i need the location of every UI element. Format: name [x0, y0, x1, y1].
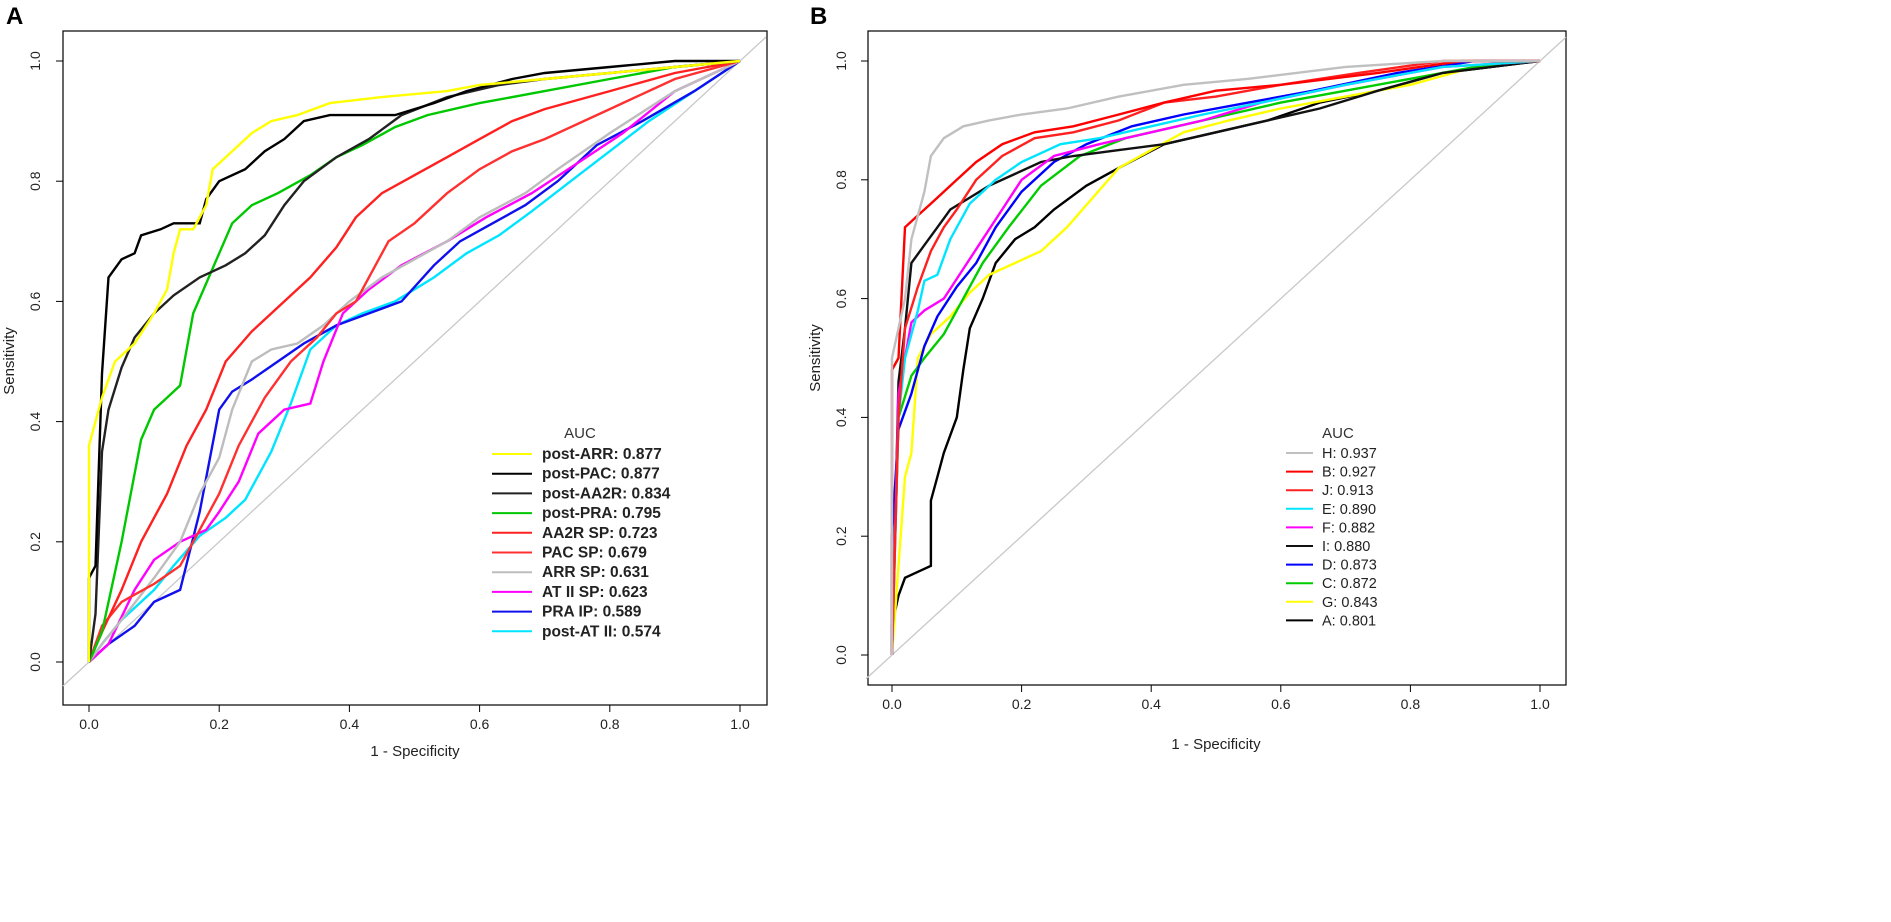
- panel-a-x-tick-label: 1.0: [730, 716, 750, 732]
- panel-b-legend-label: J: 0.913: [1322, 483, 1374, 499]
- panel-a-y-tick-label: 0.2: [27, 532, 43, 552]
- panel-a-legend-label: post-PAC: 0.877: [542, 466, 660, 483]
- panel-a-legend-label: post-AT II: 0.574: [542, 623, 661, 640]
- panel-b-y-tick-label: 0.0: [833, 645, 849, 665]
- panel-b-x-axis-title: 1 - Specificity: [1171, 736, 1261, 753]
- panel-a-diagonal-line: [63, 37, 766, 686]
- panel-b-letter: B: [810, 3, 827, 30]
- panel-b-legend-label: G: 0.843: [1322, 595, 1378, 611]
- panel-a-letter: A: [6, 3, 23, 30]
- panel-a-legend-label: post-AA2R: 0.834: [542, 485, 671, 502]
- panel-b-x-tick-label: 0.0: [882, 696, 902, 712]
- panel-a-y-tick-label: 0.0: [27, 652, 43, 672]
- panel-a-x-tick-label: 0.2: [209, 716, 229, 732]
- panel-b-y-tick-label: 1.0: [833, 51, 849, 71]
- panel-b-legend-label: B: 0.927: [1322, 465, 1376, 481]
- panel-b-legend-label: F: 0.882: [1322, 520, 1375, 536]
- panel-b-legend-label: A: 0.801: [1322, 613, 1376, 629]
- panel-b-plot-frame: [868, 31, 1566, 685]
- panel-a-legend-label: AT II SP: 0.623: [542, 584, 648, 601]
- panel-b-x-tick-label: 0.2: [1012, 696, 1032, 712]
- panel-b-x-tick-label: 0.6: [1271, 696, 1291, 712]
- panel-a-legend: AUC post-ARR: 0.877 post-PAC: 0.877 post-A…: [492, 425, 671, 640]
- panel-b-y-axis-title: Sensitivity: [807, 324, 824, 392]
- panel-a-y-tick-label: 0.6: [27, 291, 43, 311]
- panel-b-legend-label: C: 0.872: [1322, 576, 1377, 592]
- roc-figure: A 0.0 0.2 0.4 0.6 0.8 1.0 0.0 0.2 0.4 0.6 0.8 1.0 1…: [0, 0, 1891, 922]
- panel-b-y-tick-label: 0.6: [833, 289, 849, 309]
- panel-a-y-tick-label: 0.8: [27, 171, 43, 191]
- panel-a-x-tick-label: 0.8: [600, 716, 620, 732]
- panel-b-legend-title: AUC: [1322, 425, 1354, 442]
- panel-b-x-tick-label: 1.0: [1530, 696, 1550, 712]
- panel-b: B 0.0 0.2 0.4 0.6 0.8 1.0 0.0 0.2 0.4 0.6 0.8 1.0 1…: [807, 3, 1566, 753]
- panel-a-legend-label: post-PRA: 0.795: [542, 505, 661, 522]
- panel-a-legend-label: PRA IP: 0.589: [542, 604, 642, 621]
- panel-b-legend-label: H: 0.937: [1322, 446, 1377, 462]
- panel-a-y-axis-title: Sensitivity: [1, 327, 18, 395]
- panel-b-legend: AUC H: 0.937 B: 0.927 J: 0.913 E: 0.890 F: 0…: [1286, 425, 1378, 629]
- panel-a-legend-title: AUC: [564, 425, 596, 442]
- panel-a: A 0.0 0.2 0.4 0.6 0.8 1.0 0.0 0.2 0.4 0.6 0.8 1.0 1…: [1, 3, 767, 760]
- panel-a-legend-label: ARR SP: 0.631: [542, 564, 649, 581]
- panel-b-y-tick-label: 0.2: [833, 526, 849, 546]
- panel-a-x-tick-label: 0.0: [79, 716, 99, 732]
- panel-a-legend-label: post-ARR: 0.877: [542, 446, 662, 463]
- panel-a-x-axis-title: 1 - Specificity: [370, 743, 460, 760]
- panel-a-reference-line: [63, 37, 766, 686]
- panel-b-legend-label: E: 0.890: [1322, 502, 1376, 518]
- panel-b-legend-label: I: 0.880: [1322, 539, 1370, 555]
- panel-b-x-tick-label: 0.8: [1401, 696, 1421, 712]
- panel-a-plot-frame: [63, 31, 767, 705]
- panel-b-legend-label: D: 0.873: [1322, 558, 1377, 574]
- panel-a-y-tick-label: 1.0: [27, 51, 43, 71]
- panel-a-legend-label: PAC SP: 0.679: [542, 545, 647, 562]
- panel-a-x-tick-label: 0.6: [470, 716, 490, 732]
- panel-b-x-tick-label: 0.4: [1141, 696, 1161, 712]
- panel-a-y-tick-label: 0.4: [27, 412, 43, 432]
- panel-a-x-tick-label: 0.4: [340, 716, 360, 732]
- panel-b-y-tick-label: 0.4: [833, 407, 849, 427]
- panel-a-legend-label: AA2R SP: 0.723: [542, 525, 658, 542]
- panel-b-y-tick-label: 0.8: [833, 170, 849, 190]
